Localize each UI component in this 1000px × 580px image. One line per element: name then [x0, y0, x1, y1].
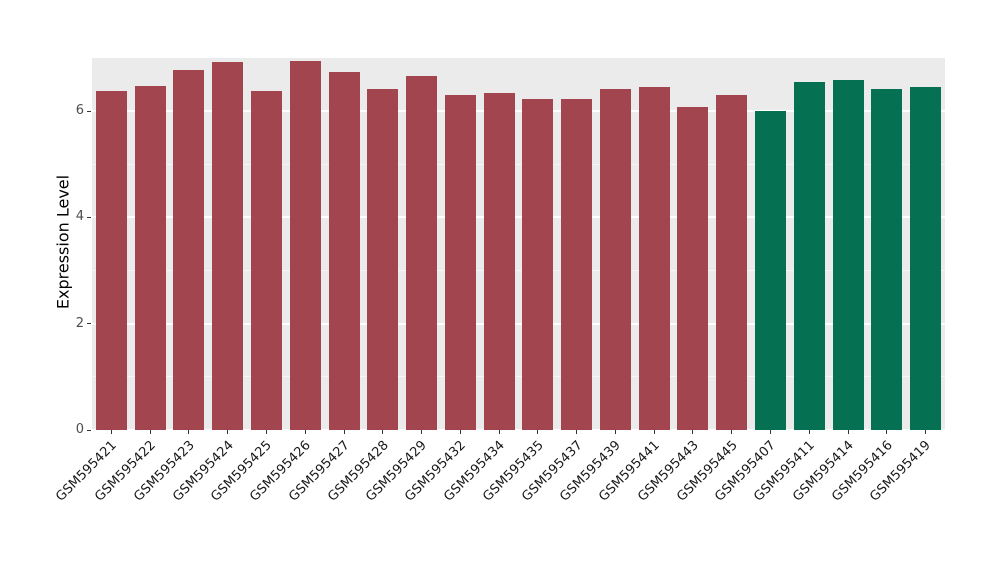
y-tick-label: 6: [75, 103, 84, 119]
x-tick-mark: [770, 430, 772, 434]
bar: [832, 80, 864, 430]
bar: [793, 81, 825, 430]
x-tick-mark: [110, 430, 112, 434]
bar: [522, 99, 554, 430]
y-tick-mark: [87, 216, 91, 218]
bar: [561, 99, 593, 430]
gridline-major: [92, 429, 945, 431]
x-tick-mark: [925, 430, 927, 434]
bar: [638, 86, 670, 430]
x-tick-mark: [886, 430, 888, 434]
bar: [910, 87, 942, 430]
bar: [212, 62, 244, 430]
x-tick-mark: [382, 430, 384, 434]
bar: [406, 75, 438, 430]
gridline-major: [92, 322, 945, 325]
bar: [755, 111, 787, 430]
y-tick-mark: [87, 429, 91, 431]
bar: [367, 88, 399, 430]
y-tick-label: 2: [75, 315, 84, 331]
x-tick-mark: [498, 430, 500, 434]
gridline-minor: [92, 376, 945, 378]
bar: [173, 70, 205, 430]
x-tick-mark: [537, 430, 539, 434]
gridline-minor: [92, 270, 945, 272]
bar: [328, 71, 360, 430]
gridline-minor: [92, 163, 945, 165]
bar: [95, 90, 127, 430]
bar: [134, 85, 166, 430]
x-tick-mark: [731, 430, 733, 434]
bar: [599, 88, 631, 430]
bar: [444, 94, 476, 430]
x-tick-mark: [421, 430, 423, 434]
y-tick-label: 0: [75, 422, 84, 437]
x-tick-mark: [576, 430, 578, 434]
y-tick-label: 4: [75, 209, 84, 225]
x-tick-mark: [227, 430, 229, 434]
y-tick-mark: [87, 110, 91, 112]
bar: [250, 90, 282, 430]
bar: [677, 106, 709, 430]
x-tick-mark: [614, 430, 616, 434]
x-tick-mark: [343, 430, 345, 434]
x-tick-mark: [692, 430, 694, 434]
x-tick-mark: [459, 430, 461, 434]
y-axis-title: Expression Level: [53, 174, 73, 310]
gridline-major: [92, 216, 945, 219]
x-tick-mark: [808, 430, 810, 434]
x-tick-mark: [653, 430, 655, 434]
y-tick-mark: [87, 323, 91, 325]
x-tick-mark: [188, 430, 190, 434]
x-tick-mark: [304, 430, 306, 434]
bar: [289, 60, 321, 430]
bar: [871, 89, 903, 430]
gridline-major: [92, 110, 945, 113]
bar: [716, 94, 748, 430]
bar: [483, 93, 515, 430]
x-tick-mark: [265, 430, 267, 434]
plot-panel: [92, 58, 945, 431]
x-tick-mark: [847, 430, 849, 434]
x-tick-mark: [149, 430, 151, 434]
